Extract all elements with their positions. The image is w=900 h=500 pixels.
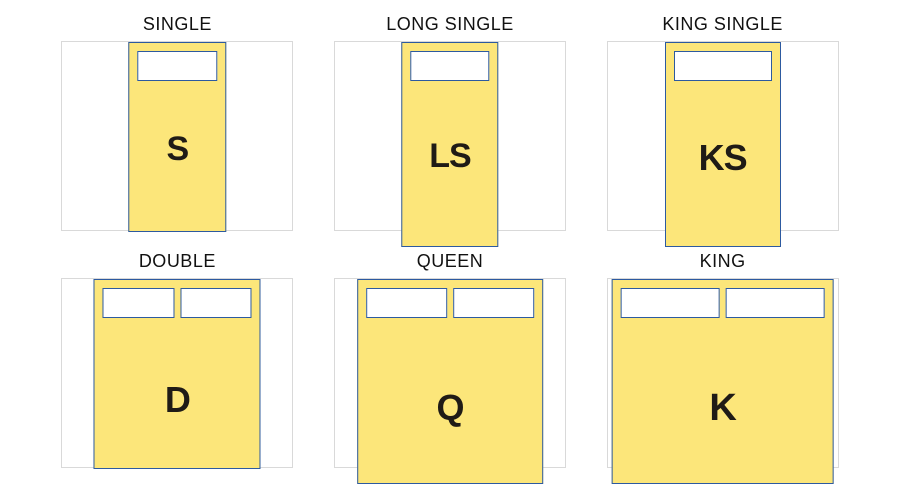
bed-title: KING	[700, 251, 746, 272]
pillow	[453, 288, 534, 318]
pillow-row	[674, 51, 772, 81]
bed-title: KING SINGLE	[662, 14, 783, 35]
pillow-row	[103, 288, 252, 318]
bed-title: QUEEN	[417, 251, 484, 272]
bed-cell-long-single: LONG SINGLE LS	[333, 12, 568, 239]
pillow-row	[620, 288, 825, 318]
pillow	[180, 288, 252, 318]
pillow	[103, 288, 175, 318]
pillow	[366, 288, 447, 318]
bed-title: SINGLE	[143, 14, 212, 35]
bed-code: D	[165, 379, 190, 421]
bed-shape: S	[129, 42, 226, 232]
pillow	[138, 51, 217, 81]
bed-cell-single: SINGLE S	[60, 12, 295, 239]
bed-code: S	[166, 130, 188, 169]
bed-frame: Q	[334, 278, 566, 468]
bed-title: DOUBLE	[139, 251, 216, 272]
pillow	[726, 288, 825, 318]
bed-frame: S	[61, 41, 293, 231]
pillow-row	[366, 288, 534, 318]
bed-code: KS	[699, 137, 747, 179]
pillow-row	[138, 51, 217, 81]
bed-cell-double: DOUBLE D	[60, 249, 295, 476]
pillow-row	[410, 51, 489, 81]
bed-code: LS	[429, 137, 470, 176]
bed-shape: D	[94, 279, 261, 469]
bed-shape: LS	[401, 42, 498, 247]
bed-shape: KS	[665, 42, 781, 247]
bed-cell-king: KING K	[605, 249, 840, 476]
bed-shape: K	[611, 279, 834, 484]
pillow	[410, 51, 489, 81]
bed-code: Q	[436, 387, 463, 429]
bed-frame: K	[607, 278, 839, 468]
bed-code: K	[709, 387, 735, 430]
bed-cell-king-single: KING SINGLE KS	[605, 12, 840, 239]
pillow	[620, 288, 719, 318]
pillow	[674, 51, 772, 81]
bed-shape: Q	[357, 279, 543, 484]
bed-frame: D	[61, 278, 293, 468]
bed-title: LONG SINGLE	[386, 14, 514, 35]
bed-cell-queen: QUEEN Q	[333, 249, 568, 476]
bed-frame: KS	[607, 41, 839, 231]
bed-size-grid: SINGLESLONG SINGLELSKING SINGLEKSDOUBLED…	[0, 0, 900, 500]
bed-frame: LS	[334, 41, 566, 231]
